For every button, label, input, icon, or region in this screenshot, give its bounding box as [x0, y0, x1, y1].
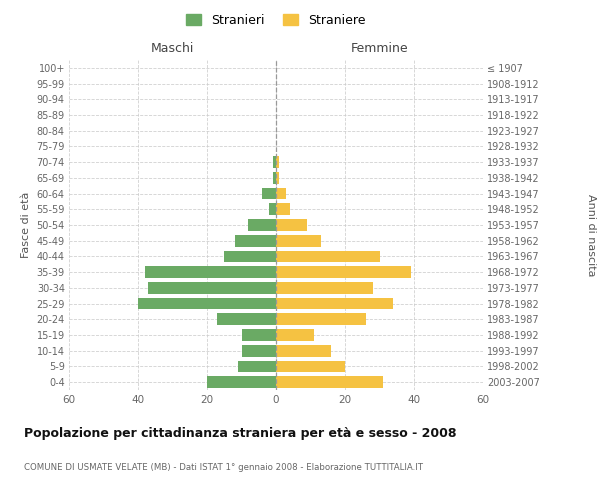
Legend: Stranieri, Straniere: Stranieri, Straniere: [181, 8, 371, 32]
Bar: [145, 266, 276, 278]
Bar: [276, 376, 383, 388]
Bar: [276, 360, 345, 372]
Text: Maschi: Maschi: [151, 42, 194, 56]
Text: Femmine: Femmine: [350, 42, 409, 56]
Bar: [241, 329, 276, 341]
Bar: [276, 156, 280, 168]
Bar: [272, 156, 276, 168]
Bar: [276, 235, 321, 246]
Text: Anni di nascita: Anni di nascita: [586, 194, 596, 276]
Bar: [238, 360, 276, 372]
Bar: [272, 172, 276, 184]
Bar: [276, 266, 410, 278]
Bar: [276, 188, 286, 200]
Bar: [262, 188, 276, 200]
Bar: [276, 314, 366, 325]
Bar: [235, 235, 276, 246]
Bar: [148, 282, 276, 294]
Bar: [241, 345, 276, 356]
Text: COMUNE DI USMATE VELATE (MB) - Dati ISTAT 1° gennaio 2008 - Elaborazione TUTTITA: COMUNE DI USMATE VELATE (MB) - Dati ISTA…: [24, 462, 423, 471]
Bar: [138, 298, 276, 310]
Bar: [224, 250, 276, 262]
Bar: [276, 298, 394, 310]
Bar: [269, 204, 276, 215]
Bar: [207, 376, 276, 388]
Bar: [248, 219, 276, 231]
Bar: [276, 345, 331, 356]
Bar: [276, 250, 380, 262]
Bar: [276, 204, 290, 215]
Bar: [276, 282, 373, 294]
Bar: [217, 314, 276, 325]
Y-axis label: Fasce di età: Fasce di età: [21, 192, 31, 258]
Bar: [276, 219, 307, 231]
Bar: [276, 329, 314, 341]
Text: Popolazione per cittadinanza straniera per età e sesso - 2008: Popolazione per cittadinanza straniera p…: [24, 428, 457, 440]
Bar: [276, 172, 280, 184]
